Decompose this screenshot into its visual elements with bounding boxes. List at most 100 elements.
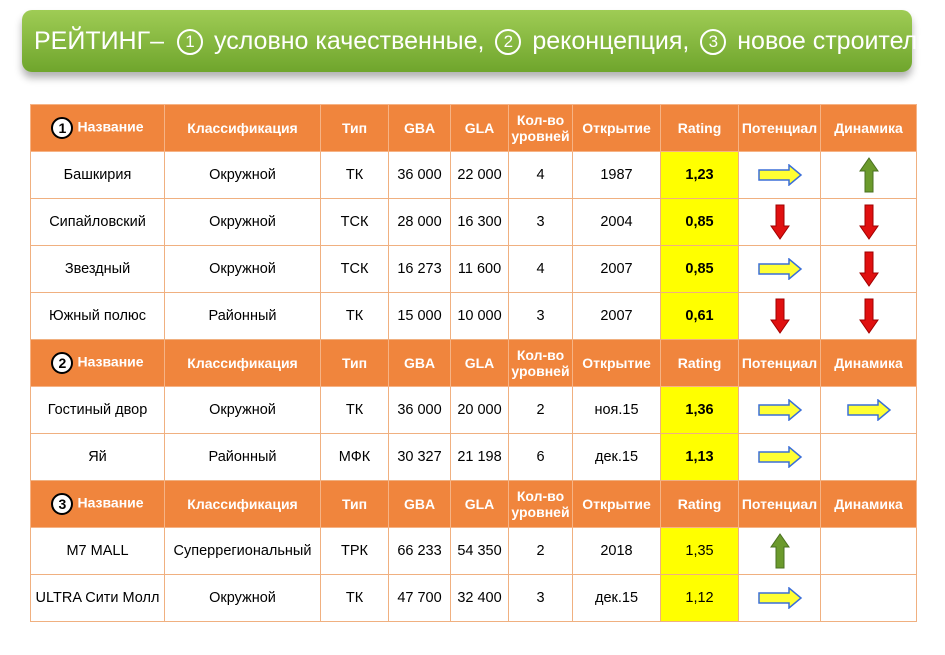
cell-potential xyxy=(738,198,821,246)
cell-gla: 20 000 xyxy=(450,386,509,434)
cell-rating: 0,85 xyxy=(660,245,739,293)
cell-levels: 4 xyxy=(508,245,573,293)
group-number-badge: 2 xyxy=(51,352,74,374)
cell-classification: Окружной xyxy=(164,151,321,199)
cell-opening: 1987 xyxy=(572,151,661,199)
header-gba: GBA xyxy=(388,104,451,152)
header-dynamics: Динамика xyxy=(820,104,917,152)
cell-classification: Окружной xyxy=(164,198,321,246)
header-type: Тип xyxy=(320,480,389,528)
cell-opening: ноя.15 xyxy=(572,386,661,434)
header-opening: Открытие xyxy=(572,480,661,528)
cell-rating: 1,13 xyxy=(660,433,739,481)
table-row: Башкирия Окружной ТК 36 000 22 000 4 1987 1,23 xyxy=(30,151,917,199)
cell-gla: 10 000 xyxy=(450,292,509,340)
circle-number-2: 2 xyxy=(495,29,522,56)
arrow-right-icon xyxy=(757,446,802,468)
cell-opening: дек.15 xyxy=(572,574,661,622)
cell-name: Сипайловский xyxy=(30,198,165,246)
header-dynamics: Динамика xyxy=(820,339,917,387)
cell-potential xyxy=(738,433,821,481)
group-header-row: 3 Название Классификация Тип GBA GLA Кол-во ур… xyxy=(30,480,917,528)
cell-type: ТК xyxy=(320,292,389,340)
cell-classification: Суперрегиональный xyxy=(164,527,321,575)
cell-levels: 4 xyxy=(508,151,573,199)
header-rating: Rating xyxy=(660,480,739,528)
arrow-down-icon xyxy=(858,204,879,240)
cell-gla: 32 400 xyxy=(450,574,509,622)
cell-levels: 2 xyxy=(508,386,573,434)
table-row: Сипайловский Окружной ТСК 28 000 16 300 3 2004… xyxy=(30,198,917,246)
cell-classification: Окружной xyxy=(164,574,321,622)
cell-name: Звездный xyxy=(30,245,165,293)
arrow-down-icon xyxy=(769,298,790,334)
cell-classification: Районный xyxy=(164,292,321,340)
banner-label-2: реконцепция, xyxy=(532,27,690,55)
group-number-badge: 1 xyxy=(51,117,74,139)
header-gla: GLA xyxy=(450,104,509,152)
header-name-label: Название xyxy=(77,494,144,511)
header-classification: Классификация xyxy=(164,104,321,152)
arrow-right-icon xyxy=(757,258,802,280)
arrow-right-icon xyxy=(846,399,891,421)
cell-gla: 11 600 xyxy=(450,245,509,293)
cell-type: ТК xyxy=(320,574,389,622)
header-classification: Классификация xyxy=(164,339,321,387)
arrow-right-icon xyxy=(757,164,802,186)
cell-gba: 28 000 xyxy=(388,198,451,246)
cell-dynamics xyxy=(820,198,917,246)
arrow-down-icon xyxy=(858,298,879,334)
cell-gba: 36 000 xyxy=(388,151,451,199)
cell-potential xyxy=(738,527,821,575)
header-rating: Rating xyxy=(660,339,739,387)
header-potential: Потенциал xyxy=(738,104,821,152)
cell-potential xyxy=(738,151,821,199)
cell-type: ТРК xyxy=(320,527,389,575)
cell-name: Башкирия xyxy=(30,151,165,199)
cell-gba: 36 000 xyxy=(388,386,451,434)
cell-levels: 3 xyxy=(508,198,573,246)
header-gla: GLA xyxy=(450,480,509,528)
cell-potential xyxy=(738,292,821,340)
cell-opening: дек.15 xyxy=(572,433,661,481)
circle-number-1: 1 xyxy=(177,29,204,56)
cell-classification: Окружной xyxy=(164,245,321,293)
table-row: Южный полюс Районный ТК 15 000 10 000 3 2007 0,… xyxy=(30,292,917,340)
cell-classification: Районный xyxy=(164,433,321,481)
arrow-down-icon xyxy=(769,204,790,240)
group-number-badge: 3 xyxy=(51,493,74,515)
cell-rating: 1,35 xyxy=(660,527,739,575)
cell-gba: 15 000 xyxy=(388,292,451,340)
header-potential: Потенциал xyxy=(738,480,821,528)
header-opening: Открытие xyxy=(572,104,661,152)
arrow-up-icon xyxy=(858,157,879,193)
header-name-label: Название xyxy=(77,118,144,135)
cell-gba: 66 233 xyxy=(388,527,451,575)
cell-gla: 22 000 xyxy=(450,151,509,199)
group-header-row: 2 Название Классификация Тип GBA GLA Кол-во ур… xyxy=(30,339,917,387)
arrow-up-icon xyxy=(769,533,790,569)
cell-levels: 3 xyxy=(508,292,573,340)
cell-opening: 2018 xyxy=(572,527,661,575)
header-levels: Кол-во уровней xyxy=(508,104,573,152)
header-gla: GLA xyxy=(450,339,509,387)
cell-levels: 3 xyxy=(508,574,573,622)
group-header-row: 1 Название Классификация Тип GBA GLA Кол-во ур… xyxy=(30,104,917,152)
cell-rating: 1,36 xyxy=(660,386,739,434)
cell-opening: 2004 xyxy=(572,198,661,246)
banner-label-1: условно качественные, xyxy=(213,27,485,55)
header-opening: Открытие xyxy=(572,339,661,387)
header-classification: Классификация xyxy=(164,480,321,528)
cell-opening: 2007 xyxy=(572,292,661,340)
header-dynamics: Динамика xyxy=(820,480,917,528)
circle-number-3: 3 xyxy=(700,29,727,56)
cell-dynamics xyxy=(820,386,917,434)
header-name: 2 Название xyxy=(30,339,165,387)
table-row: Звездный Окружной ТСК 16 273 11 600 4 2007 0,85 xyxy=(30,245,917,293)
cell-dynamics xyxy=(820,292,917,340)
arrow-down-icon xyxy=(858,251,879,287)
cell-opening: 2007 xyxy=(572,245,661,293)
table-row: Гостиный двор Окружной ТК 36 000 20 000 2 ноя.… xyxy=(30,386,917,434)
cell-gla: 16 300 xyxy=(450,198,509,246)
cell-gla: 54 350 xyxy=(450,527,509,575)
